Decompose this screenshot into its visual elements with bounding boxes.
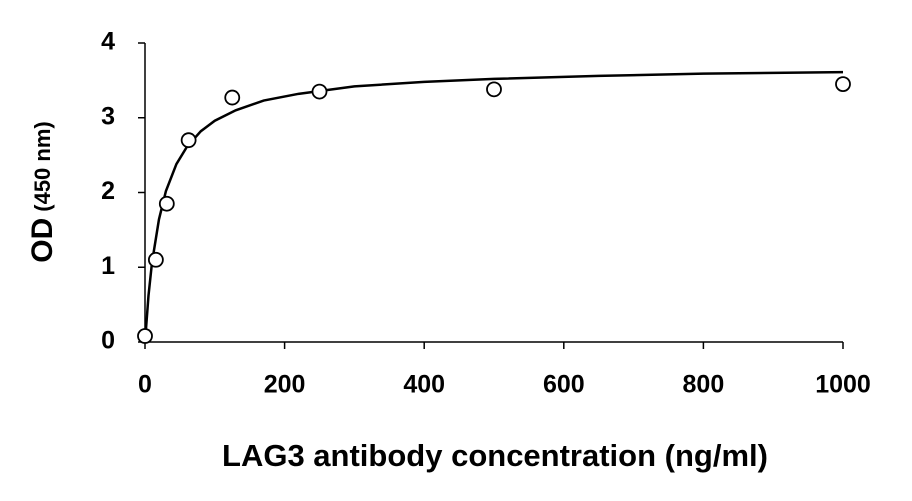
x-tick-label: 800 xyxy=(683,371,725,399)
data-point xyxy=(180,132,197,149)
y-label-main: OD xyxy=(26,218,59,263)
data-point xyxy=(137,328,153,344)
x-tick-label: 1000 xyxy=(815,371,871,399)
fit-curve xyxy=(143,70,844,343)
x-tick-label: 200 xyxy=(264,371,306,399)
y-tick-label: 2 xyxy=(101,177,115,205)
x-tick-label: 600 xyxy=(543,371,585,399)
x-tick-label: 0 xyxy=(138,371,152,399)
data-point xyxy=(158,195,175,212)
data-point xyxy=(224,89,241,106)
y-tick-label: 3 xyxy=(101,102,115,130)
data-point xyxy=(486,81,502,98)
y-tick-label: 4 xyxy=(101,28,115,56)
y-label-unit: (450 nm) xyxy=(30,121,55,211)
data-point xyxy=(147,251,164,268)
x-tick-label: 400 xyxy=(403,371,445,399)
x-axis-label: LAG3 antibody concentration (ng/ml) xyxy=(222,438,768,473)
data-point xyxy=(835,76,851,93)
y-tick-label: 1 xyxy=(101,252,115,280)
y-axis-label: OD (450 nm) xyxy=(26,121,59,262)
y-tick-label: 0 xyxy=(101,327,115,355)
data-point xyxy=(311,83,328,100)
